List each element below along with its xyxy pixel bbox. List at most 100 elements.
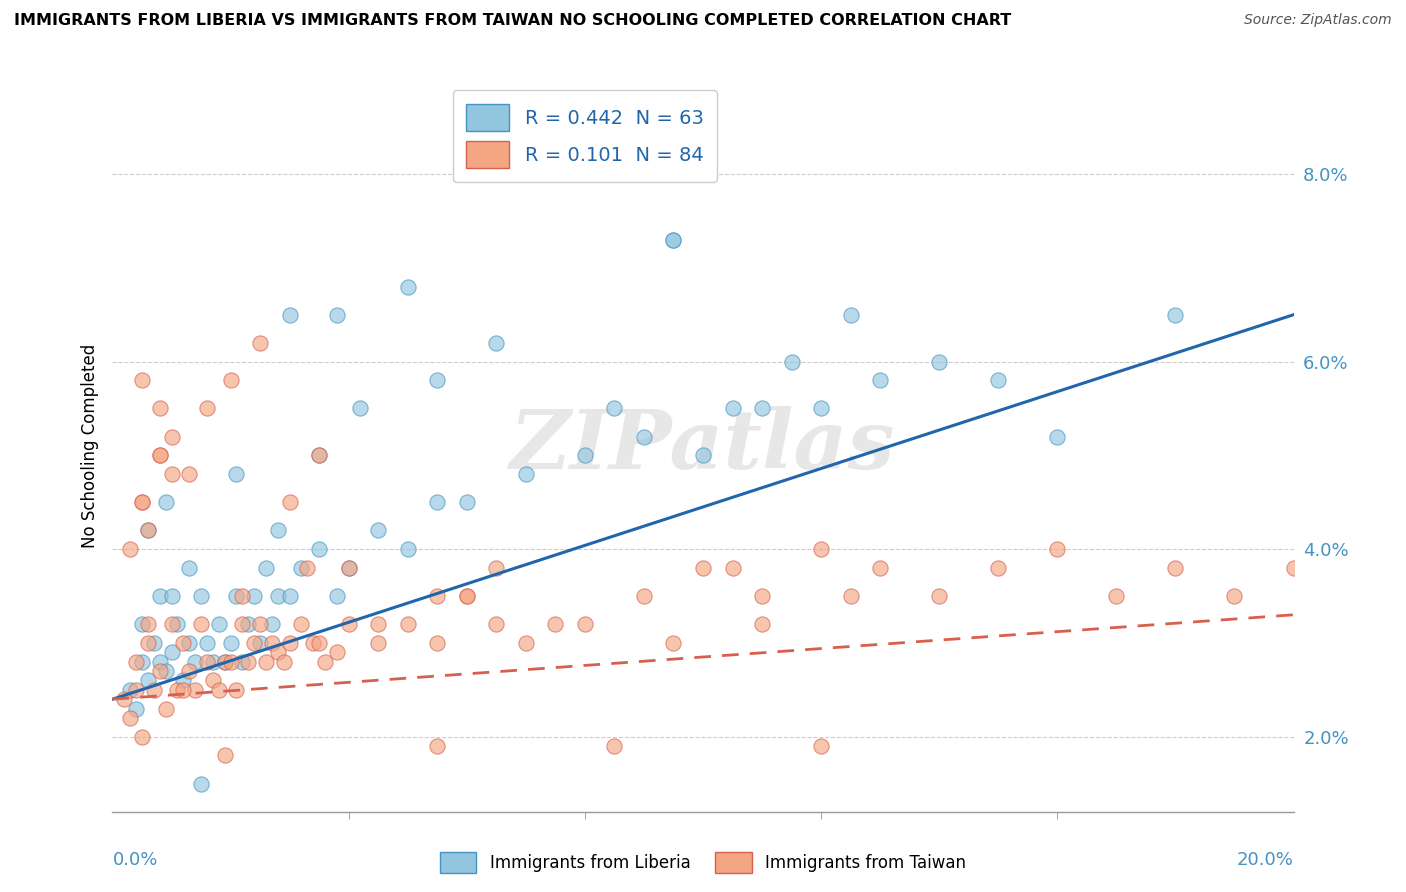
Point: [574, 449, 596, 463]
Point: [1164, 561, 1187, 575]
Point: [1105, 589, 1128, 603]
Point: [302, 636, 325, 650]
Point: [278, 495, 301, 509]
Point: [214, 655, 236, 669]
Point: [190, 776, 212, 790]
Point: [208, 617, 231, 632]
Point: [308, 542, 330, 557]
Point: [219, 373, 242, 387]
Point: [396, 279, 419, 293]
Point: [160, 467, 183, 482]
Point: [574, 617, 596, 632]
Point: [267, 645, 290, 659]
Point: [485, 335, 508, 350]
Point: [839, 589, 862, 603]
Point: [426, 373, 449, 387]
Point: [179, 636, 201, 650]
Point: [201, 655, 224, 669]
Point: [208, 682, 231, 697]
Text: ZIPatlas: ZIPatlas: [510, 406, 896, 486]
Point: [278, 636, 301, 650]
Point: [337, 561, 360, 575]
Point: [125, 655, 148, 669]
Point: [367, 636, 389, 650]
Point: [869, 373, 891, 387]
Point: [166, 682, 188, 697]
Point: [290, 617, 312, 632]
Point: [136, 673, 159, 688]
Legend: Immigrants from Liberia, Immigrants from Taiwan: Immigrants from Liberia, Immigrants from…: [433, 846, 973, 880]
Point: [1282, 561, 1305, 575]
Point: [278, 308, 301, 322]
Point: [219, 655, 242, 669]
Text: IMMIGRANTS FROM LIBERIA VS IMMIGRANTS FROM TAIWAN NO SCHOOLING COMPLETED CORRELA: IMMIGRANTS FROM LIBERIA VS IMMIGRANTS FR…: [14, 13, 1011, 29]
Point: [149, 664, 172, 678]
Point: [131, 655, 153, 669]
Point: [721, 401, 744, 416]
Point: [662, 233, 685, 247]
Point: [243, 636, 266, 650]
Point: [544, 617, 567, 632]
Point: [426, 636, 449, 650]
Point: [142, 636, 165, 650]
Point: [721, 561, 744, 575]
Point: [160, 429, 183, 443]
Point: [142, 682, 165, 697]
Point: [184, 655, 207, 669]
Point: [278, 589, 301, 603]
Point: [290, 561, 312, 575]
Point: [751, 589, 773, 603]
Point: [155, 664, 177, 678]
Point: [810, 401, 832, 416]
Point: [160, 645, 183, 659]
Point: [485, 617, 508, 632]
Point: [149, 589, 172, 603]
Point: [190, 617, 212, 632]
Point: [308, 449, 330, 463]
Point: [131, 495, 153, 509]
Text: 20.0%: 20.0%: [1237, 851, 1294, 869]
Point: [149, 449, 172, 463]
Point: [231, 617, 253, 632]
Point: [1046, 429, 1069, 443]
Point: [456, 589, 478, 603]
Point: [149, 655, 172, 669]
Point: [184, 682, 207, 697]
Point: [662, 636, 685, 650]
Point: [125, 682, 148, 697]
Point: [751, 617, 773, 632]
Point: [603, 739, 626, 753]
Point: [314, 655, 336, 669]
Point: [136, 524, 159, 538]
Point: [195, 401, 218, 416]
Point: [166, 617, 188, 632]
Point: [297, 561, 319, 575]
Point: [179, 561, 201, 575]
Point: [195, 636, 218, 650]
Point: [219, 636, 242, 650]
Point: [225, 589, 247, 603]
Point: [780, 354, 803, 368]
Point: [225, 682, 247, 697]
Point: [337, 561, 360, 575]
Point: [172, 682, 194, 697]
Point: [515, 636, 537, 650]
Point: [190, 589, 212, 603]
Point: [254, 561, 277, 575]
Y-axis label: No Schooling Completed: No Schooling Completed: [80, 344, 98, 548]
Point: [1046, 542, 1069, 557]
Point: [120, 542, 142, 557]
Point: [1164, 308, 1187, 322]
Point: [195, 655, 218, 669]
Point: [160, 589, 183, 603]
Point: [155, 495, 177, 509]
Point: [751, 401, 773, 416]
Point: [260, 617, 283, 632]
Point: [238, 617, 260, 632]
Point: [267, 589, 290, 603]
Point: [692, 449, 714, 463]
Point: [131, 373, 153, 387]
Point: [485, 561, 508, 575]
Point: [928, 589, 950, 603]
Point: [337, 617, 360, 632]
